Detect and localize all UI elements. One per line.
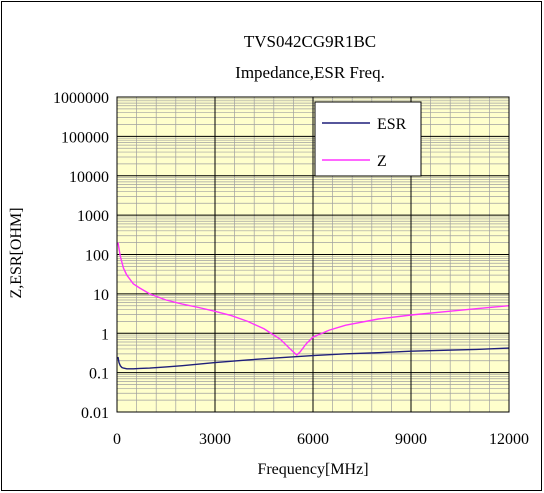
legend: ESR Z [314, 101, 422, 177]
chart-subtitle: Impedance,ESR Freq. [235, 63, 385, 82]
y-tick-label: 1000 [77, 208, 109, 225]
series-line-esr [117, 347, 510, 370]
legend-label-z: Z [377, 153, 387, 170]
chart-title: TVS042CG9R1BC [244, 32, 376, 51]
y-tick-label: 0.1 [89, 366, 109, 383]
x-tick-label: 6000 [297, 431, 329, 448]
x-axis-ticks: 0 3000 6000 9000 12000 [113, 431, 529, 448]
y-tick-label: 10 [93, 287, 109, 304]
y-tick-label: 10000 [69, 169, 109, 186]
legend-label-esr: ESR [377, 116, 407, 133]
y-axis-ticks: 0.01 0.1 1 10 100 1000 10000 100000 1000000 [53, 90, 109, 422]
y-tick-label: 1000000 [53, 90, 109, 107]
y-tick-label: 100000 [61, 129, 109, 146]
plot-border [116, 96, 510, 413]
legend-box [314, 101, 422, 177]
y-tick-label: 0.01 [81, 405, 109, 422]
series-layer [117, 242, 510, 370]
x-tick-label: 9000 [395, 431, 427, 448]
y-axis-label: Z,ESR[OHM] [8, 207, 25, 298]
x-tick-label: 12000 [489, 431, 529, 448]
x-tick-label: 3000 [199, 431, 231, 448]
x-tick-label: 0 [113, 431, 121, 448]
y-tick-label: 100 [85, 248, 109, 265]
x-axis-label: Frequency[MHz] [257, 461, 368, 478]
y-tick-label: 1 [101, 326, 109, 343]
series-line-z [117, 242, 510, 356]
